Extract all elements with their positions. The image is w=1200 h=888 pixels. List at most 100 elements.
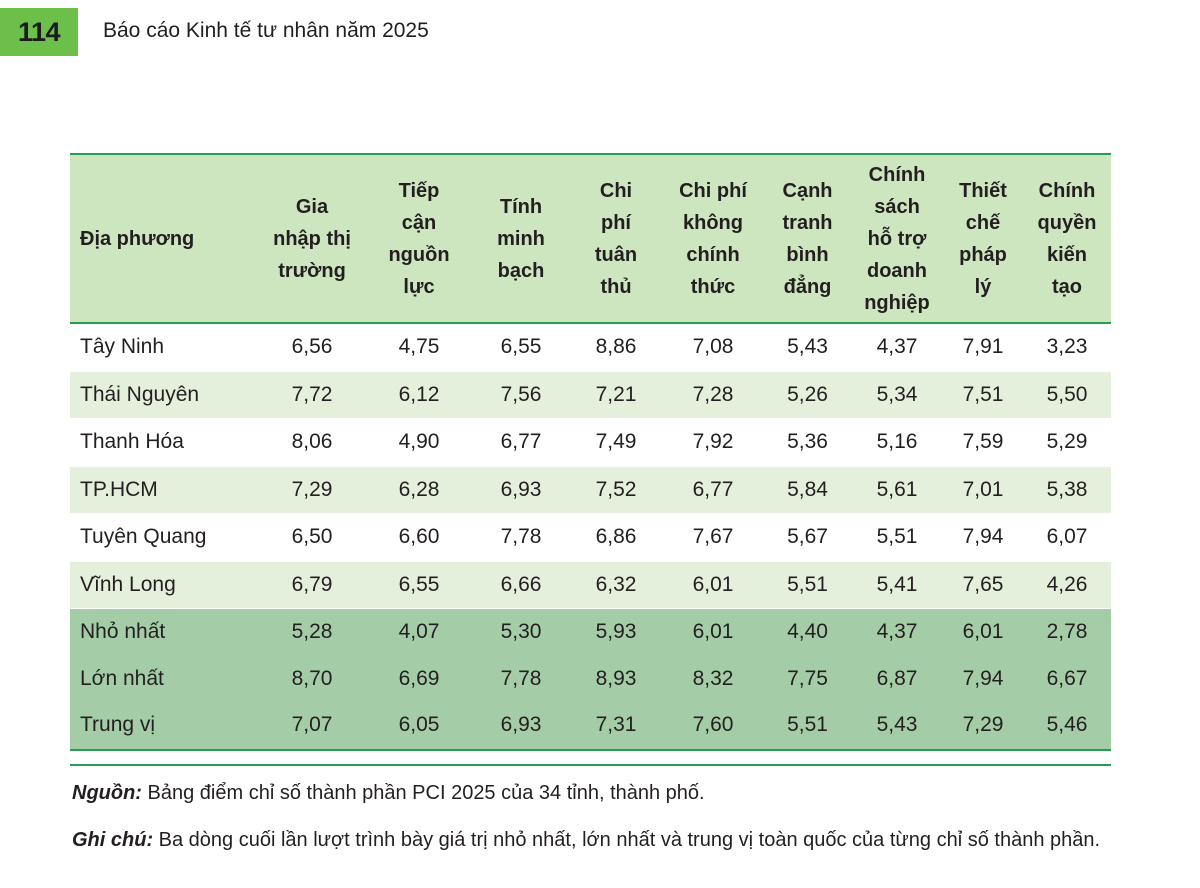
column-header-1: Gia nhập thị trường bbox=[258, 153, 366, 324]
value-cell: 7,75 bbox=[787, 666, 828, 690]
value-cell: 4,37 bbox=[876, 620, 918, 644]
value-cell: 3,23 bbox=[1023, 323, 1111, 372]
value-cell: 6,50 bbox=[258, 513, 366, 562]
value-cell: 5,50 bbox=[1023, 371, 1111, 419]
value-cell: 7,78 bbox=[472, 513, 570, 562]
source-label: Nguồn: bbox=[72, 782, 142, 804]
page-number: 114 bbox=[0, 8, 78, 56]
summary-row: Trung vị 7,07 6,05 6,93 7,31 7,60 5,51 5,43 7,29… bbox=[70, 702, 1111, 751]
value-cell: 6,07 bbox=[1023, 513, 1111, 562]
column-header-line: minh bbox=[497, 227, 545, 250]
column-header-line: thủ bbox=[600, 275, 632, 298]
column-header-line: chế bbox=[965, 211, 1001, 234]
column-header-line: tuân bbox=[594, 243, 638, 266]
value-cell: 7,94 bbox=[943, 513, 1023, 562]
value-cell: 5,43 bbox=[764, 323, 851, 372]
column-header-line: không bbox=[683, 211, 743, 234]
column-header-line: Cạnh bbox=[782, 179, 833, 202]
column-header-line: tranh bbox=[782, 211, 833, 234]
value-cell: 7,51 bbox=[943, 371, 1023, 419]
value-cell: 7,56 bbox=[472, 371, 570, 419]
region-cell: Vĩnh Long bbox=[70, 561, 258, 609]
value-cell: 5,43 bbox=[851, 702, 943, 751]
value-cell: 8,86 bbox=[570, 323, 662, 372]
column-header-line: Chi phí bbox=[679, 179, 747, 202]
value-cell: 7,08 bbox=[662, 323, 764, 372]
summary-row: Lớn nhất 8,70 6,69 7,78 8,93 8,32 7,75 6,87 7,94… bbox=[70, 655, 1111, 702]
column-header-line: tạo bbox=[1052, 275, 1082, 298]
column-header-8: Thiết chế pháp lý bbox=[943, 153, 1023, 324]
value-cell: 6,67 bbox=[1046, 666, 1088, 690]
column-header-line: doanh bbox=[867, 259, 927, 282]
value-cell: 4,90 bbox=[366, 418, 472, 467]
value-cell: 7,91 bbox=[943, 323, 1023, 372]
column-header-line: quyền bbox=[1037, 211, 1097, 234]
table-header-row: Địa phương Gia nhập thị trường Tiếp cận nguồn l… bbox=[70, 153, 1111, 324]
value-cell: 8,06 bbox=[258, 418, 366, 467]
column-header-line: phí bbox=[601, 211, 631, 234]
value-cell: 6,56 bbox=[258, 323, 366, 372]
value-cell: 5,41 bbox=[851, 561, 943, 609]
region-cell: Lớn nhất bbox=[80, 666, 164, 690]
value-cell: 8,70 bbox=[291, 666, 333, 690]
value-cell: 6,01 bbox=[692, 620, 734, 644]
column-header-7: Chính sách hỗ trợ doanh nghiệp bbox=[851, 153, 943, 324]
column-header-line: nghiệp bbox=[864, 291, 930, 314]
column-header-line: đẳng bbox=[783, 275, 832, 298]
value-cell: 5,26 bbox=[764, 371, 851, 419]
remark-label: Ghi chú: bbox=[72, 829, 154, 851]
value-cell: 4,07 bbox=[398, 620, 440, 644]
value-cell: 5,93 bbox=[595, 620, 637, 644]
column-header-line: pháp bbox=[959, 243, 1007, 266]
value-cell: 7,92 bbox=[662, 418, 764, 467]
value-cell: 6,77 bbox=[662, 466, 764, 514]
value-cell: 4,26 bbox=[1023, 561, 1111, 609]
value-cell: 6,55 bbox=[472, 323, 570, 372]
column-header-line: sách bbox=[874, 195, 920, 218]
value-cell: 6,55 bbox=[366, 561, 472, 609]
value-cell: 5,51 bbox=[764, 561, 851, 609]
value-cell: 7,78 bbox=[500, 666, 542, 690]
value-cell: 7,21 bbox=[570, 371, 662, 419]
table-row: Tây Ninh 6,56 4,75 6,55 8,86 7,08 5,43 4,37 7,91… bbox=[70, 323, 1111, 372]
value-cell: 7,49 bbox=[570, 418, 662, 467]
value-cell: 5,84 bbox=[764, 466, 851, 514]
table-row: Thái Nguyên 7,72 6,12 7,56 7,21 7,28 5,26 5,34 7… bbox=[70, 371, 1111, 419]
column-header-line: hỗ trợ bbox=[867, 227, 927, 250]
value-cell: 5,28 bbox=[291, 620, 333, 644]
pci-table-container: Địa phương Gia nhập thị trường Tiếp cận nguồn l… bbox=[70, 153, 1111, 751]
value-cell: 5,36 bbox=[764, 418, 851, 467]
table-row: Tuyên Quang 6,50 6,60 7,78 6,86 7,67 5,67 5,51 7… bbox=[70, 513, 1111, 562]
source-note: Nguồn: Bảng điểm chỉ số thành phần PCI 2… bbox=[72, 778, 1132, 809]
value-cell: 7,29 bbox=[943, 702, 1023, 751]
column-header-3: Tính minh bạch bbox=[472, 153, 570, 324]
value-cell: 7,52 bbox=[570, 466, 662, 514]
value-cell: 7,60 bbox=[662, 702, 764, 751]
value-cell: 7,72 bbox=[258, 371, 366, 419]
value-cell: 6,32 bbox=[570, 561, 662, 609]
column-header-line: lý bbox=[974, 275, 992, 298]
column-header-line: thức bbox=[690, 275, 736, 298]
region-cell: Thái Nguyên bbox=[70, 371, 258, 419]
value-cell: 6,77 bbox=[472, 418, 570, 467]
column-header-line: lực bbox=[403, 275, 435, 298]
column-header-9: Chính quyền kiến tạo bbox=[1023, 153, 1111, 324]
column-header-4: Chi phí tuân thủ bbox=[570, 153, 662, 324]
value-cell: 5,38 bbox=[1023, 466, 1111, 514]
table-row: Thanh Hóa 8,06 4,90 6,77 7,49 7,92 5,36 5,16 7,5… bbox=[70, 418, 1111, 467]
column-header-line: Chính bbox=[868, 163, 926, 186]
value-cell: 4,40 bbox=[787, 620, 828, 644]
value-cell: 6,05 bbox=[366, 702, 472, 751]
region-cell: TP.HCM bbox=[70, 466, 258, 514]
value-cell: 7,01 bbox=[943, 466, 1023, 514]
column-header-line: cận bbox=[401, 211, 437, 234]
value-cell: 8,93 bbox=[595, 666, 637, 690]
value-cell: 7,94 bbox=[962, 666, 1004, 690]
value-cell: 5,16 bbox=[851, 418, 943, 467]
value-cell: 2,78 bbox=[1046, 620, 1088, 644]
table-bottom-rule bbox=[70, 764, 1111, 766]
value-cell: 5,46 bbox=[1023, 702, 1111, 751]
value-cell: 6,86 bbox=[570, 513, 662, 562]
value-cell: 6,93 bbox=[472, 466, 570, 514]
column-header-line: Tiếp bbox=[398, 179, 440, 202]
